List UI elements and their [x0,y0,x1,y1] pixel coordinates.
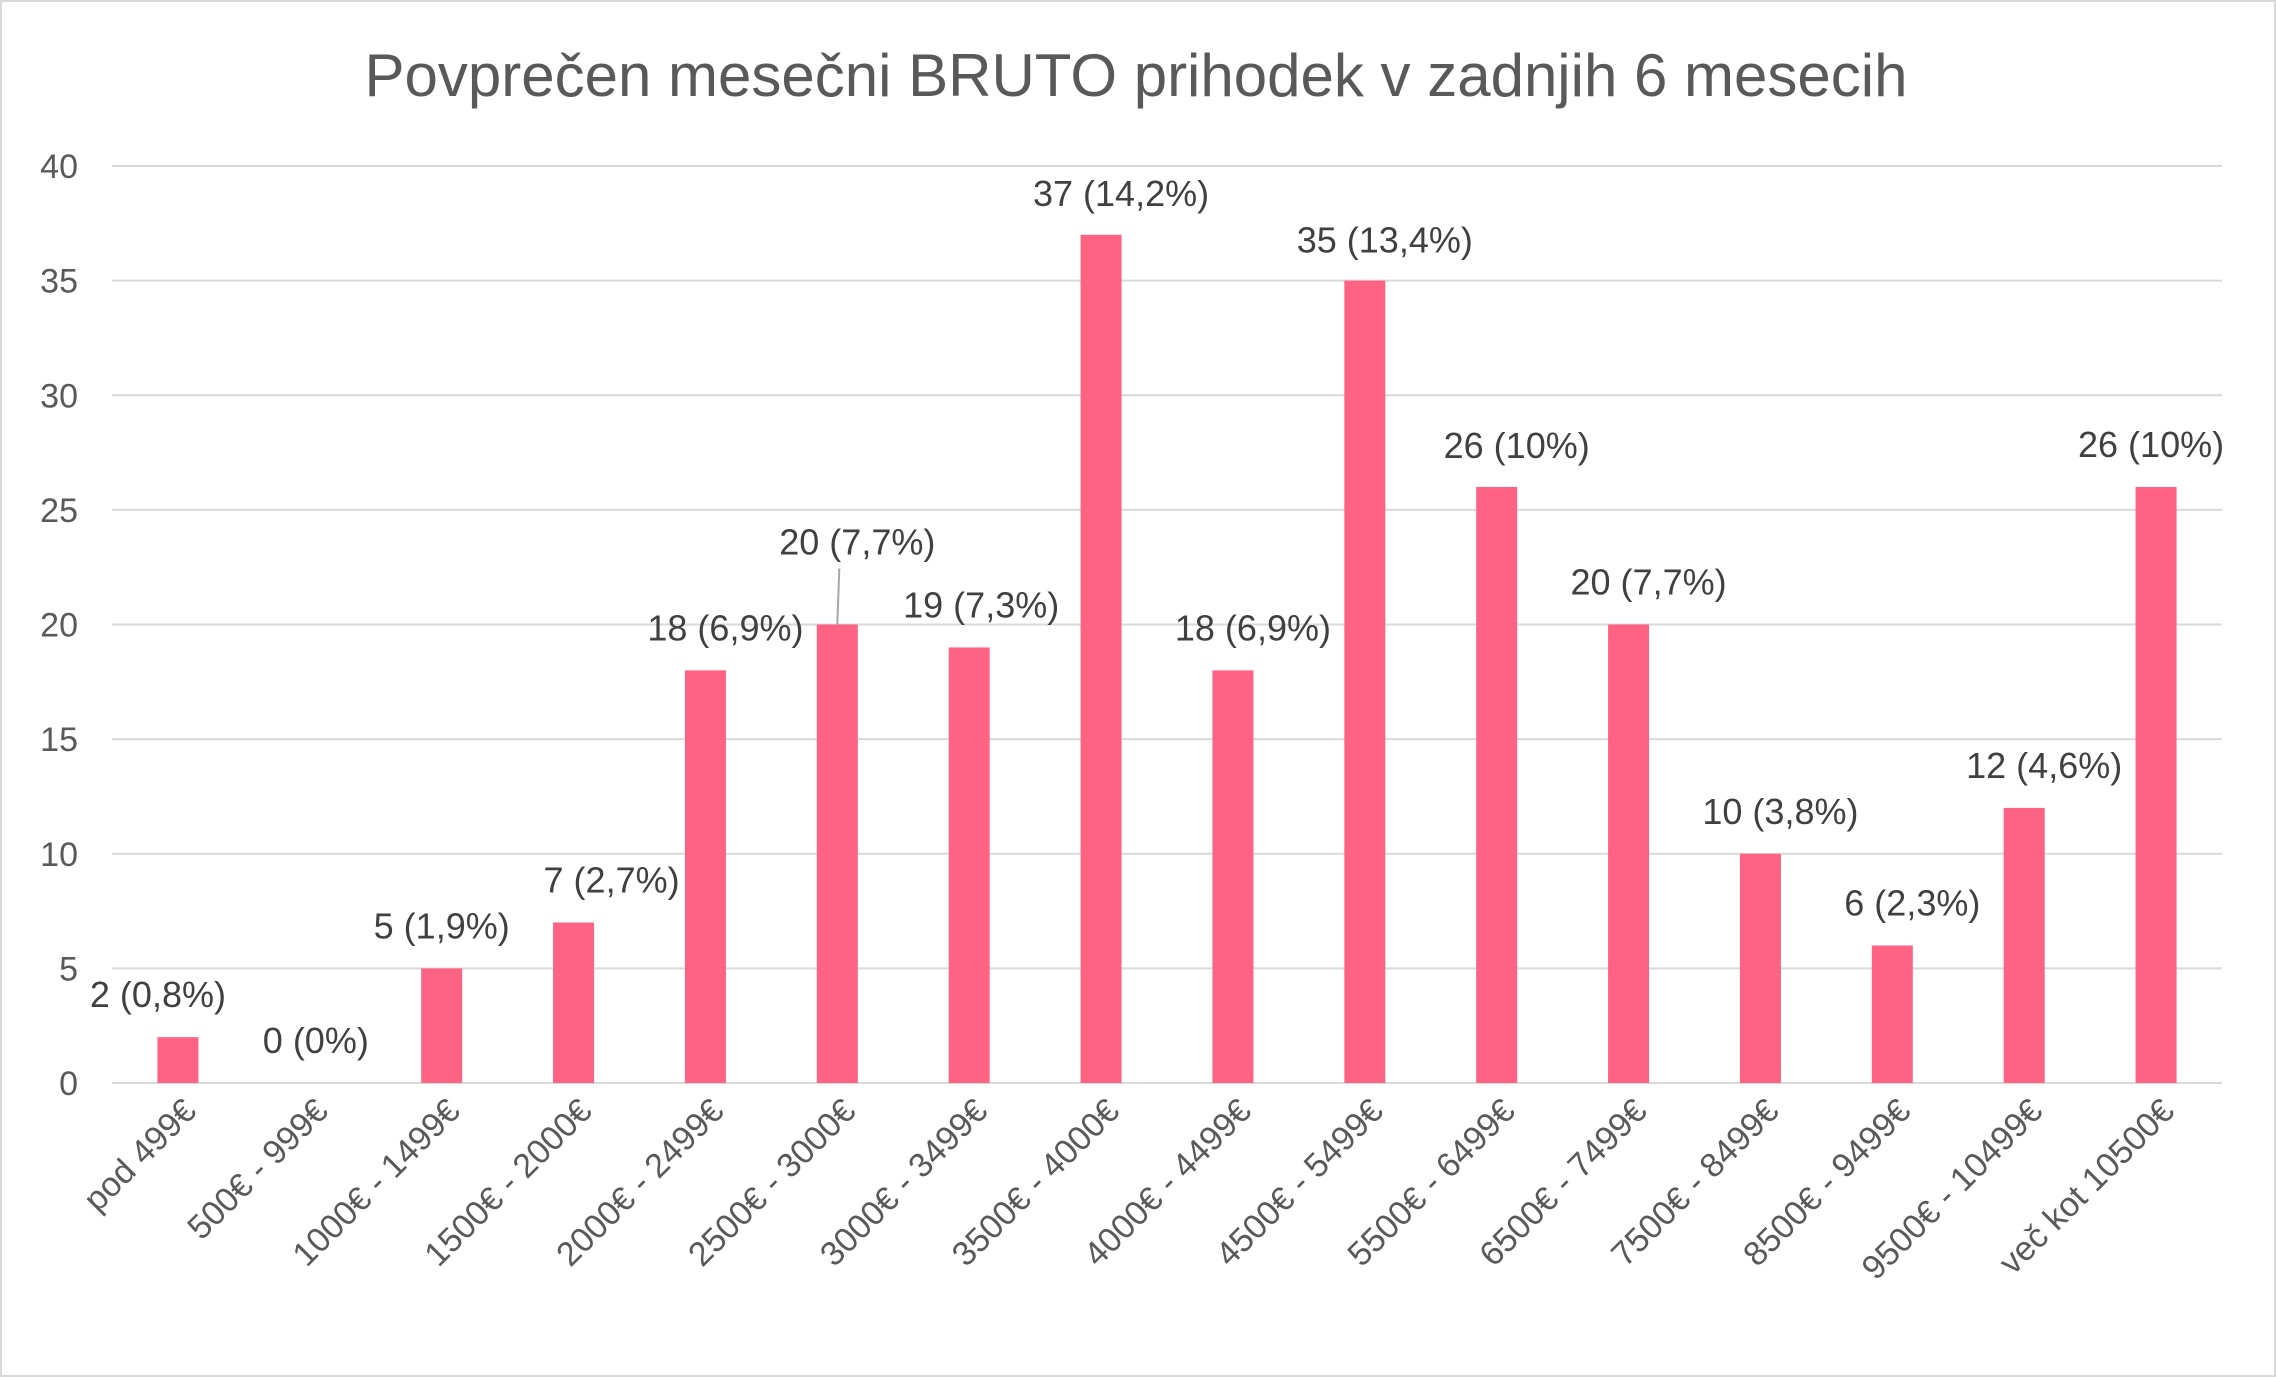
bar [157,1037,199,1083]
y-tick-label: 40 [40,148,78,186]
chart-title: Povprečen mesečni BRUTO prihodek v zadnj… [364,42,1908,109]
y-tick-label: 25 [40,492,78,530]
y-tick-label: 10 [40,836,78,874]
y-axis: 0 5 10 15 20 25 30 35 40 [40,148,2222,1103]
data-label: 10 (3,8%) [1702,791,1858,832]
bar [421,968,463,1083]
data-label: 20 (7,7%) [1571,562,1727,603]
data-labels: 2 (0,8%) 0 (0%) 5 (1,9%) 7 (2,7%) 18 (6,9%) 2… [90,173,2224,1061]
y-tick-label: 0 [59,1065,78,1103]
y-tick-label: 5 [59,950,78,988]
bar [1871,945,1913,1083]
data-label: 7 (2,7%) [544,860,680,901]
bar [1476,486,1518,1083]
data-label: 5 (1,9%) [374,905,510,946]
bar [816,624,858,1083]
bar [1608,624,1650,1083]
data-label: 0 (0%) [263,1020,369,1061]
gridlines [112,165,2222,1084]
bar [1344,280,1386,1083]
data-label: 2 (0,8%) [90,974,226,1015]
bar [2135,486,2177,1083]
data-label: 35 (13,4%) [1297,220,1473,261]
data-label: 18 (6,9%) [647,607,803,648]
y-tick-label: 35 [40,263,78,301]
data-label: 37 (14,2%) [1033,173,1209,214]
data-label: 26 (10%) [1444,425,1590,466]
bar [2003,807,2045,1083]
data-label: 18 (6,9%) [1175,607,1331,648]
data-label: 20 (7,7%) [779,522,935,563]
bars [157,234,2177,1083]
data-label: 12 (4,6%) [1966,745,2122,786]
leader-line [836,568,841,625]
bar [1739,853,1781,1083]
x-tick-label: pod 499€ [76,1092,203,1219]
bar [1080,234,1122,1083]
bar [684,670,726,1083]
data-label: 26 (10%) [2078,424,2224,465]
x-axis: pod 499€500€ - 999€1000€ - 1499€1500€ - … [76,1092,2181,1287]
data-label: 6 (2,3%) [1844,882,1980,923]
bar [1212,670,1254,1083]
bar [553,922,595,1083]
data-label: 19 (7,3%) [903,584,1059,625]
y-tick-label: 30 [40,377,78,415]
bar [948,647,990,1083]
y-tick-label: 15 [40,721,78,759]
y-tick-label: 20 [40,607,78,645]
